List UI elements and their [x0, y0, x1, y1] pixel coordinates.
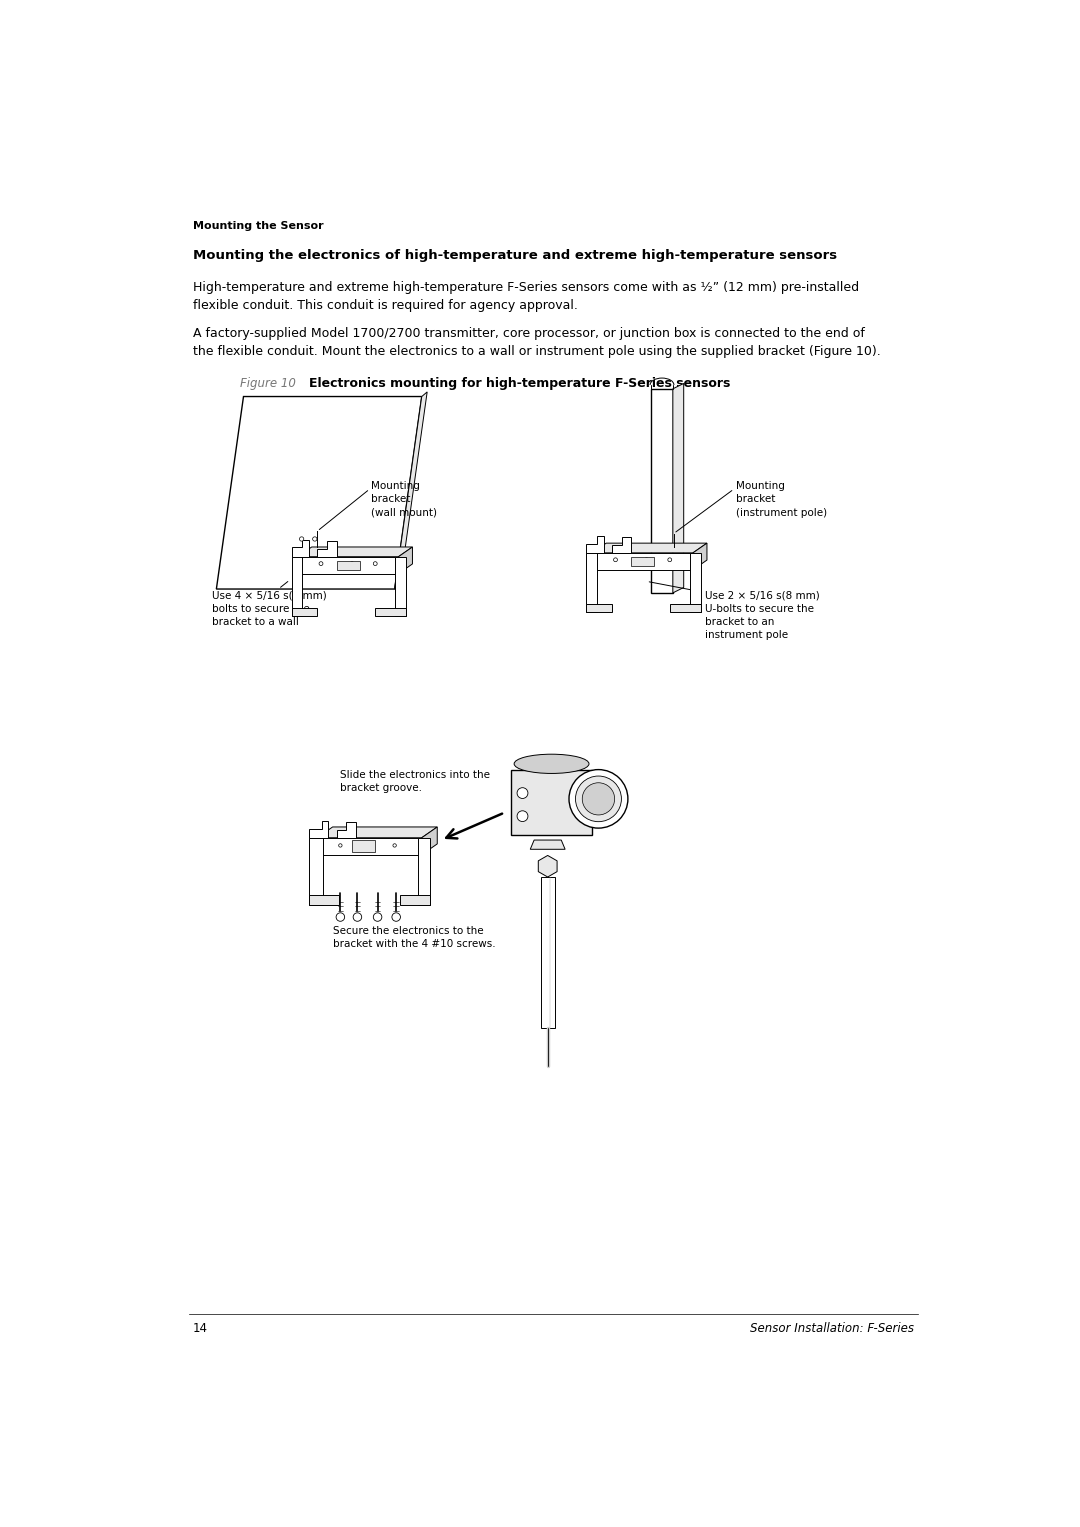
- Text: Use 2 × 5/16 s(8 mm)
U-bolts to secure the
bracket to an
instrument pole: Use 2 × 5/16 s(8 mm) U-bolts to secure t…: [704, 591, 820, 640]
- Text: Mounting
bracket
(instrument pole): Mounting bracket (instrument pole): [735, 481, 827, 518]
- Polygon shape: [298, 547, 413, 557]
- Polygon shape: [530, 840, 565, 849]
- Circle shape: [576, 776, 621, 822]
- Polygon shape: [690, 553, 701, 612]
- Polygon shape: [670, 605, 701, 612]
- Polygon shape: [611, 538, 631, 553]
- Ellipse shape: [514, 754, 589, 774]
- Circle shape: [517, 788, 528, 799]
- Circle shape: [645, 557, 648, 562]
- Circle shape: [374, 562, 377, 565]
- Text: A factory-supplied Model 1700/2700 transmitter, core processor, or junction box : A factory-supplied Model 1700/2700 trans…: [193, 327, 865, 341]
- Circle shape: [366, 844, 369, 847]
- Circle shape: [613, 557, 618, 562]
- Text: Slide the electronics into the
bracket groove.: Slide the electronics into the bracket g…: [340, 770, 490, 793]
- Polygon shape: [586, 605, 611, 612]
- Text: 14: 14: [193, 1322, 208, 1335]
- Polygon shape: [337, 560, 360, 570]
- Polygon shape: [586, 553, 597, 612]
- Polygon shape: [298, 557, 399, 574]
- Circle shape: [517, 811, 528, 822]
- Polygon shape: [511, 770, 592, 835]
- Circle shape: [353, 913, 362, 921]
- Polygon shape: [673, 383, 684, 592]
- Polygon shape: [292, 608, 318, 615]
- Polygon shape: [352, 840, 375, 852]
- Polygon shape: [309, 822, 328, 838]
- Polygon shape: [318, 828, 437, 838]
- Text: flexible conduit. This conduit is required for agency approval.: flexible conduit. This conduit is requir…: [193, 299, 578, 312]
- Text: Use 4 × 5/16 s(8 mm)
bolts to secure the
bracket to a wall: Use 4 × 5/16 s(8 mm) bolts to secure the…: [213, 591, 327, 628]
- Text: Mounting the electronics of high-temperature and extreme high-temperature sensor: Mounting the electronics of high-tempera…: [193, 249, 837, 261]
- Polygon shape: [422, 828, 437, 855]
- Circle shape: [319, 562, 323, 565]
- Text: Mounting the Sensor: Mounting the Sensor: [193, 221, 324, 231]
- Text: High-temperature and extreme high-temperature F-Series sensors come with as ½” (: High-temperature and extreme high-temper…: [193, 281, 860, 295]
- Text: Electronics mounting for high-temperature F-Series sensors: Electronics mounting for high-temperatur…: [309, 377, 731, 391]
- Text: Secure the electronics to the
bracket with the 4 #10 screws.: Secure the electronics to the bracket wi…: [333, 927, 496, 950]
- Polygon shape: [400, 895, 430, 904]
- Polygon shape: [292, 557, 302, 615]
- Polygon shape: [318, 838, 422, 855]
- Circle shape: [374, 913, 382, 921]
- Polygon shape: [395, 557, 406, 615]
- Text: the flexible conduit. Mount the electronics to a wall or instrument pole using t: the flexible conduit. Mount the electron…: [193, 345, 881, 357]
- Polygon shape: [375, 608, 406, 615]
- Circle shape: [667, 557, 672, 562]
- Polygon shape: [592, 544, 707, 553]
- Polygon shape: [541, 876, 555, 1028]
- Circle shape: [350, 562, 354, 565]
- Circle shape: [312, 538, 316, 541]
- Polygon shape: [418, 838, 430, 904]
- Circle shape: [582, 783, 615, 815]
- Circle shape: [393, 844, 396, 847]
- Polygon shape: [318, 541, 337, 557]
- Polygon shape: [216, 397, 422, 589]
- Circle shape: [339, 844, 342, 847]
- Polygon shape: [309, 838, 323, 904]
- Circle shape: [392, 913, 401, 921]
- Text: Mounting
bracket
(wall mount): Mounting bracket (wall mount): [372, 481, 437, 518]
- Polygon shape: [292, 539, 309, 557]
- Polygon shape: [394, 392, 428, 589]
- Circle shape: [299, 538, 303, 541]
- Polygon shape: [538, 855, 557, 876]
- Text: Figure 10: Figure 10: [240, 377, 296, 391]
- Polygon shape: [592, 553, 693, 570]
- Polygon shape: [631, 557, 654, 567]
- Circle shape: [569, 770, 627, 828]
- Circle shape: [336, 913, 345, 921]
- Polygon shape: [586, 536, 604, 553]
- Polygon shape: [693, 544, 707, 570]
- Polygon shape: [309, 895, 339, 904]
- Polygon shape: [399, 547, 413, 574]
- Polygon shape: [337, 823, 356, 838]
- Polygon shape: [651, 389, 673, 592]
- Text: Sensor Installation: F-Series: Sensor Installation: F-Series: [750, 1322, 914, 1335]
